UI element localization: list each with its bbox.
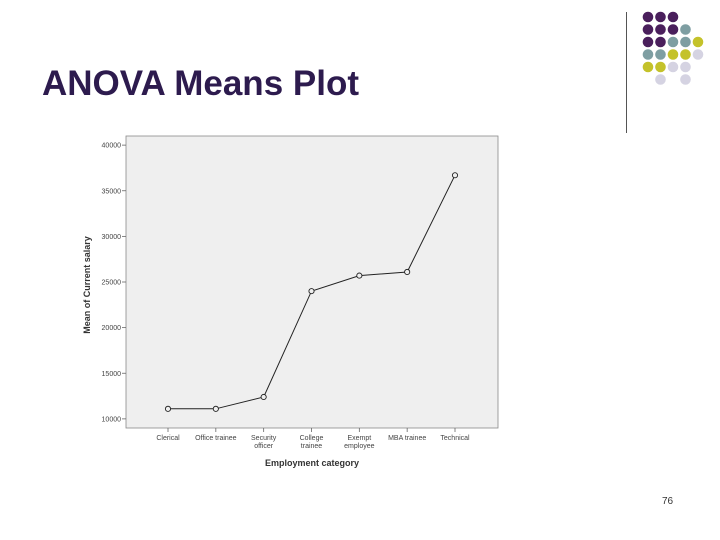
decorative-dot: [667, 11, 679, 23]
decorative-dot: [692, 49, 704, 60]
decorative-dot: [655, 61, 666, 73]
title-divider-line: [626, 12, 627, 133]
x-tick-label: Security officer: [251, 435, 277, 450]
y-tick-label: 10000: [102, 416, 122, 423]
decorative-dot: [667, 49, 679, 60]
mean-point: [308, 288, 315, 295]
decorative-dot: [642, 36, 654, 48]
decorative-dot: [680, 49, 691, 60]
decorative-dot: [655, 36, 666, 48]
mean-point: [404, 268, 411, 276]
mean-point: [212, 405, 219, 412]
x-tick-label: MBA trainee: [388, 435, 426, 442]
y-axis-title: Mean of Current salary: [82, 236, 92, 334]
decorative-dot: [642, 11, 654, 23]
decorative-dot-grid: [642, 11, 704, 85]
x-tick-label: Exempt employee: [344, 435, 374, 450]
decorative-dot: [667, 24, 679, 35]
x-tick-label: College trainee: [300, 435, 324, 450]
decorative-dot: [655, 11, 666, 23]
mean-point: [451, 172, 459, 179]
y-tick-label: 35000: [102, 188, 122, 195]
y-tick-label: 15000: [102, 371, 122, 378]
plot-area: [125, 135, 499, 429]
decorative-dot: [667, 61, 679, 73]
decorative-dot: [655, 49, 666, 60]
decorative-dot: [692, 36, 704, 48]
y-tick-label: 30000: [102, 234, 122, 241]
x-axis-title: Employment category: [265, 458, 359, 468]
decorative-dot: [642, 61, 654, 73]
decorative-dot: [642, 49, 654, 60]
mean-point: [164, 405, 172, 412]
y-tick-label: 25000: [102, 280, 122, 287]
decorative-dot: [680, 74, 691, 85]
mean-point: [260, 393, 267, 401]
page-number: 76: [662, 496, 674, 507]
y-tick-label: 40000: [102, 143, 122, 150]
x-tick-label: Clerical: [156, 435, 180, 442]
decorative-dot: [655, 74, 666, 85]
x-tick-label: Office trainee: [195, 435, 237, 442]
decorative-dot: [680, 61, 691, 73]
decorative-dot: [667, 36, 679, 48]
y-tick-label: 20000: [102, 325, 122, 332]
slide-title: ANOVA Means Plot: [42, 64, 359, 103]
decorative-dot: [680, 24, 691, 35]
decorative-dot: [680, 36, 691, 48]
x-tick-label: Technical: [440, 435, 470, 442]
mean-point: [356, 272, 363, 279]
decorative-dot: [642, 24, 654, 35]
decorative-dot: [655, 24, 666, 35]
